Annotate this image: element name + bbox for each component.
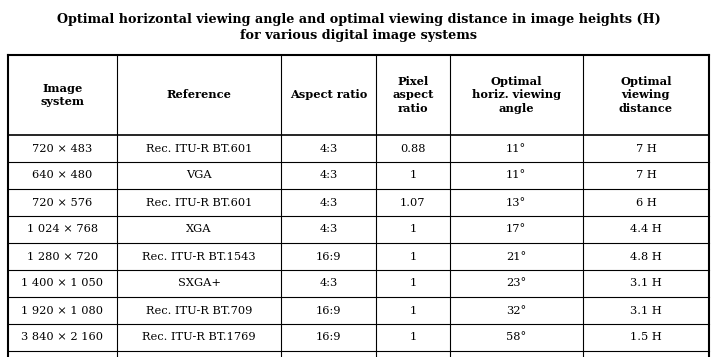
Text: Rec. ITU-R BT.1543: Rec. ITU-R BT.1543	[142, 251, 256, 261]
Text: Aspect ratio: Aspect ratio	[290, 90, 367, 101]
Text: Image
system: Image system	[40, 83, 85, 107]
Text: 1: 1	[409, 306, 417, 316]
Text: SXGA+: SXGA+	[178, 278, 221, 288]
Text: 1.07: 1.07	[400, 197, 426, 207]
Text: 13°: 13°	[506, 197, 526, 207]
Text: 3 840 × 2 160: 3 840 × 2 160	[22, 332, 103, 342]
Text: Reference: Reference	[166, 90, 232, 101]
Text: 1 280 × 720: 1 280 × 720	[27, 251, 98, 261]
Text: 11°: 11°	[506, 144, 526, 154]
Text: Optimal
viewing
distance: Optimal viewing distance	[619, 76, 673, 114]
Text: 4:3: 4:3	[320, 144, 338, 154]
Text: 17°: 17°	[506, 225, 526, 235]
Text: 58°: 58°	[506, 332, 526, 342]
Text: 6 H: 6 H	[635, 197, 656, 207]
Text: Optimal horizontal viewing angle and optimal viewing distance in image heights (: Optimal horizontal viewing angle and opt…	[57, 12, 660, 41]
Text: Rec. ITU-R BT.601: Rec. ITU-R BT.601	[146, 197, 252, 207]
Text: Rec. ITU-R BT.709: Rec. ITU-R BT.709	[146, 306, 252, 316]
Text: 1 400 × 1 050: 1 400 × 1 050	[22, 278, 103, 288]
Text: 1: 1	[409, 251, 417, 261]
Text: 7 H: 7 H	[635, 171, 656, 181]
Text: 1: 1	[409, 225, 417, 235]
Text: 640 × 480: 640 × 480	[32, 171, 92, 181]
Text: 720 × 576: 720 × 576	[32, 197, 92, 207]
Text: 1: 1	[409, 278, 417, 288]
Text: 1: 1	[409, 332, 417, 342]
Text: VGA: VGA	[186, 171, 212, 181]
Text: 16:9: 16:9	[316, 306, 341, 316]
Text: Rec. ITU-R BT.601: Rec. ITU-R BT.601	[146, 144, 252, 154]
Text: 1.5 H: 1.5 H	[630, 332, 662, 342]
Text: 1: 1	[409, 171, 417, 181]
Text: Pixel
aspect
ratio: Pixel aspect ratio	[392, 76, 434, 114]
Text: 3.1 H: 3.1 H	[630, 278, 662, 288]
Text: 4:3: 4:3	[320, 197, 338, 207]
Text: 4.8 H: 4.8 H	[630, 251, 662, 261]
Text: 16:9: 16:9	[316, 332, 341, 342]
Text: 7 H: 7 H	[635, 144, 656, 154]
Text: Optimal
horiz. viewing
angle: Optimal horiz. viewing angle	[472, 76, 561, 114]
Text: Rec. ITU-R BT.1769: Rec. ITU-R BT.1769	[142, 332, 256, 342]
Text: 16:9: 16:9	[316, 251, 341, 261]
Text: XGA: XGA	[186, 225, 212, 235]
Text: 21°: 21°	[506, 251, 526, 261]
Text: 1 920 × 1 080: 1 920 × 1 080	[22, 306, 103, 316]
Text: 11°: 11°	[506, 171, 526, 181]
Text: 4:3: 4:3	[320, 278, 338, 288]
Text: 4.4 H: 4.4 H	[630, 225, 662, 235]
Text: 4:3: 4:3	[320, 225, 338, 235]
Text: 3.1 H: 3.1 H	[630, 306, 662, 316]
Text: 23°: 23°	[506, 278, 526, 288]
Text: 4:3: 4:3	[320, 171, 338, 181]
Text: 720 × 483: 720 × 483	[32, 144, 92, 154]
Text: 1 024 × 768: 1 024 × 768	[27, 225, 98, 235]
Text: 0.88: 0.88	[400, 144, 426, 154]
Text: 32°: 32°	[506, 306, 526, 316]
